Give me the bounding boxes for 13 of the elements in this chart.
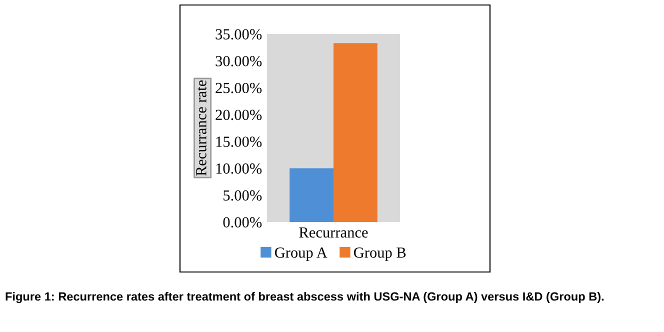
y-tick-label: 25.00% [216, 82, 262, 94]
y-tick-label: 10.00% [216, 163, 262, 174]
x-tick-label: Recurrance [299, 227, 368, 238]
y-axis-title: Recurrance rate [196, 80, 206, 176]
y-tick-label: 30.00% [216, 56, 262, 66]
legend-label: Group A [274, 247, 328, 261]
y-tick-label: 35.00% [216, 29, 262, 40]
y-tick-label: 15.00% [216, 136, 262, 147]
legend-label: Group B [354, 247, 406, 261]
y-tick-label: 5.00% [224, 190, 262, 201]
y-tick-label: 20.00% [216, 110, 262, 120]
caption: Figure 1: Recurrence rates after treatment of breast abscess with USG-NA (Group A) versus I&D (Group B). [6, 292, 604, 304]
y-tick-label: 0.00% [223, 217, 262, 228]
